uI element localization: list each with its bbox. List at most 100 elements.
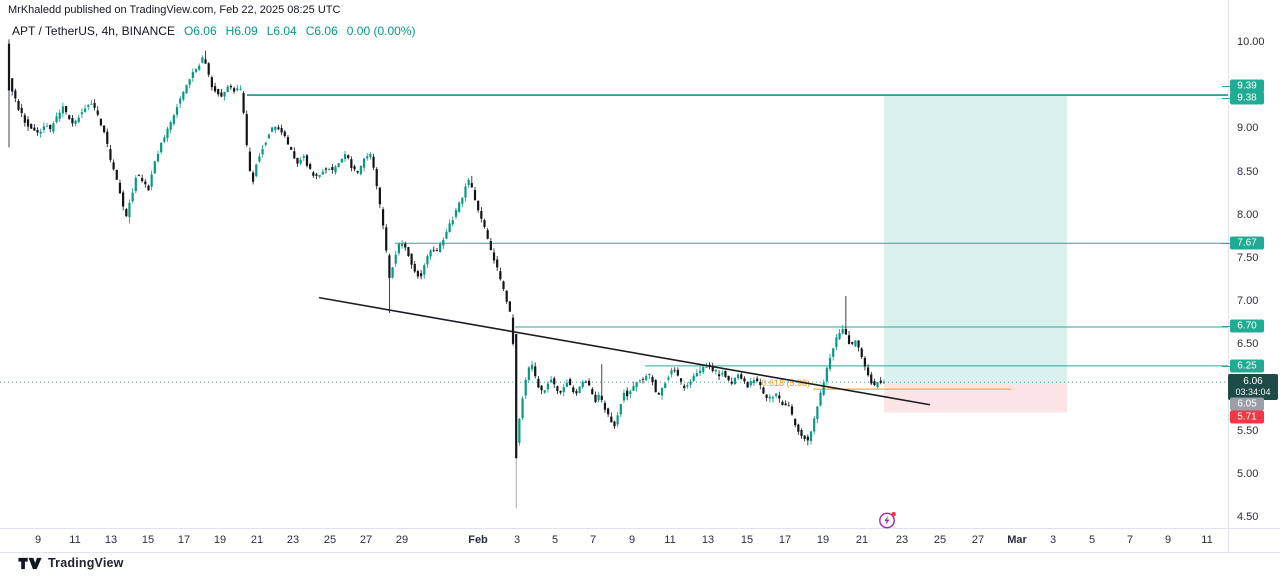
candle: [426, 255, 429, 265]
candle: [464, 186, 467, 198]
candle: [337, 163, 340, 168]
candle: [213, 86, 217, 92]
candle: [391, 267, 394, 278]
candle: [328, 168, 331, 170]
price-label-5.71[interactable]: 5.71: [1230, 410, 1264, 424]
candle: [302, 156, 305, 158]
candle: [546, 383, 549, 390]
price-label-6.25[interactable]: 6.25: [1230, 359, 1264, 373]
candle: [188, 79, 191, 85]
candle: [182, 91, 185, 100]
candle: [378, 187, 381, 205]
price-tick-label: 8.00: [1237, 208, 1259, 221]
candle: [860, 348, 863, 357]
candle: [74, 120, 77, 124]
bar-countdown: 03:34:04: [1235, 387, 1271, 397]
candle: [635, 382, 638, 388]
time-tick-label: 7: [1126, 534, 1134, 546]
candle: [803, 435, 806, 439]
candle: [410, 253, 413, 265]
candle: [638, 379, 641, 381]
candle: [435, 250, 439, 252]
candle: [553, 378, 556, 385]
candle: [477, 201, 480, 211]
candle: [353, 166, 356, 170]
price-label-6.70[interactable]: 6.70: [1230, 319, 1264, 333]
tradingview-logo-icon: [18, 557, 42, 569]
candle: [160, 142, 163, 153]
long-position-target-zone[interactable]: [884, 95, 1067, 384]
candle: [277, 127, 280, 130]
candle: [626, 390, 629, 397]
candle: [778, 395, 781, 399]
candle: [762, 387, 765, 394]
candle: [122, 192, 125, 207]
candle: [673, 370, 676, 372]
candle: [670, 370, 673, 375]
candle: [746, 382, 749, 388]
tradingview-logo[interactable]: TradingView: [18, 556, 124, 570]
candle: [334, 166, 337, 173]
time-tick-label: 19: [816, 534, 830, 546]
candle: [705, 366, 708, 368]
publish-event-icon[interactable]: [877, 509, 899, 531]
candle: [806, 436, 809, 441]
candle: [293, 151, 296, 159]
candle: [828, 358, 832, 369]
price-label-9.38[interactable]: 9.38: [1230, 91, 1264, 105]
candle: [559, 390, 562, 393]
candle: [711, 366, 714, 372]
candle: [347, 155, 350, 159]
price-label-tick: [1222, 86, 1230, 87]
candle: [667, 377, 670, 380]
candle: [407, 247, 410, 256]
time-tick-label: Mar: [1007, 534, 1027, 546]
candle: [33, 127, 36, 131]
candle: [312, 172, 315, 176]
price-tick-label: 9.00: [1237, 122, 1259, 135]
long-position-stop-zone[interactable]: [884, 383, 1067, 413]
price-label-6.05[interactable]: 6.05: [1230, 397, 1264, 411]
candle: [873, 381, 876, 385]
time-tick-label: 5: [1088, 534, 1096, 546]
candle: [451, 220, 454, 225]
descending-trendline[interactable]: [318, 296, 931, 406]
time-tick-label: 23: [895, 534, 909, 546]
candle: [664, 383, 667, 388]
candle: [832, 348, 835, 357]
candle: [439, 244, 442, 253]
candle: [511, 317, 515, 344]
candle: [432, 250, 435, 252]
candle: [194, 69, 198, 72]
candle: [17, 100, 20, 110]
price-label-7.67[interactable]: 7.67: [1230, 236, 1264, 250]
time-tick-label: 21: [250, 534, 264, 546]
time-tick-label: 7: [589, 534, 597, 546]
candle: [442, 239, 445, 246]
candle: [343, 154, 347, 159]
candle: [271, 127, 274, 132]
candle: [473, 190, 477, 201]
candle: [496, 259, 499, 268]
candle: [26, 119, 30, 127]
time-tick-label: 9: [34, 534, 42, 546]
time-tick-label: 3: [513, 534, 521, 546]
candle: [106, 131, 109, 144]
candle: [141, 178, 144, 182]
time-tick-label: 11: [69, 534, 81, 546]
candle: [404, 243, 407, 248]
candle: [683, 385, 686, 389]
candle: [150, 174, 153, 187]
candle: [578, 386, 581, 394]
price-label-9.39[interactable]: 9.39: [1230, 79, 1264, 93]
symbol-title[interactable]: APT / TetherUS, 4h, BINANCE: [12, 24, 175, 38]
candle: [702, 366, 705, 373]
time-tick-label: 23: [286, 534, 300, 546]
candle: [502, 281, 505, 289]
candle: [128, 202, 131, 218]
candle: [470, 183, 473, 188]
publish-attribution: MrKhaledd published on TradingView.com, …: [8, 4, 341, 16]
candle: [568, 379, 572, 386]
candle: [103, 125, 106, 133]
